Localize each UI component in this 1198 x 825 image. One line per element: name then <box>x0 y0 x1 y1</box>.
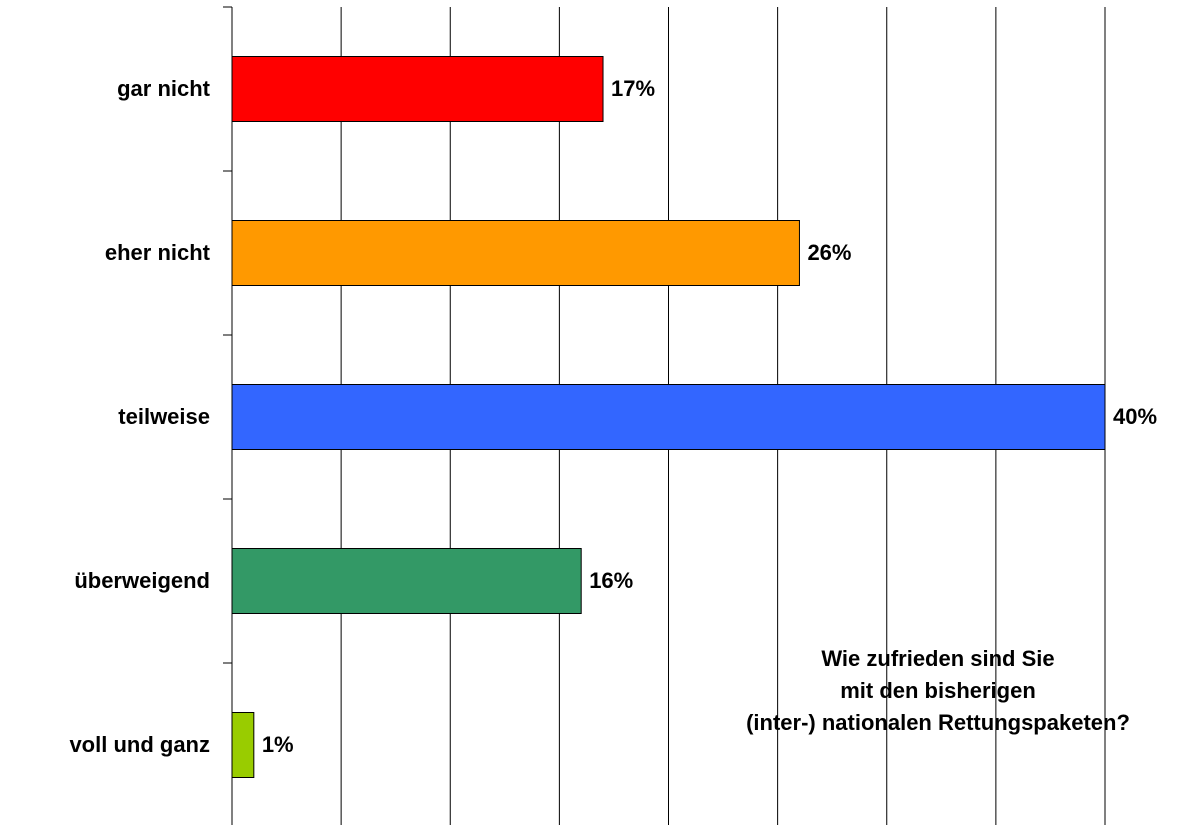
category-label: überweigend <box>74 568 210 593</box>
value-label: 40% <box>1113 404 1157 429</box>
value-label: 26% <box>807 240 851 265</box>
value-label: 1% <box>262 732 294 757</box>
value-label: 16% <box>589 568 633 593</box>
bar <box>231 548 582 614</box>
category-label: teilweise <box>118 404 210 429</box>
category-label: eher nicht <box>105 240 211 265</box>
bar <box>231 220 800 286</box>
category-label: gar nicht <box>117 76 211 101</box>
chart-title: Wie zufrieden sind Sie <box>821 646 1054 671</box>
bar <box>231 56 604 122</box>
category-label: voll und ganz <box>69 732 210 757</box>
bar <box>231 384 1106 450</box>
chart-title: (inter-) nationalen Rettungspaketen? <box>746 710 1130 735</box>
bar <box>231 712 255 778</box>
value-label: 17% <box>611 76 655 101</box>
chart-title: mit den bisherigen <box>840 678 1036 703</box>
